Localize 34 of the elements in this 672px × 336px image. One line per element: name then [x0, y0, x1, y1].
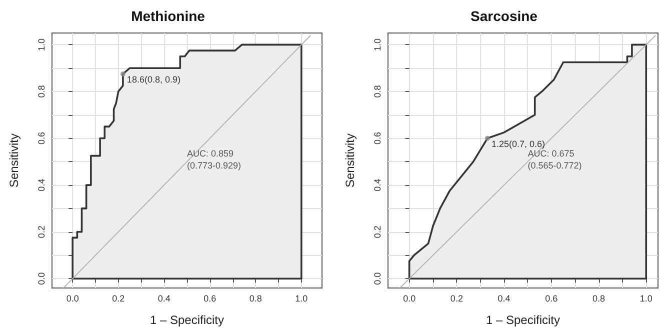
x-tick-label: 0.2: [450, 294, 463, 304]
chart-title: Sarcosine: [470, 8, 538, 24]
x-tick-label: 0.6: [204, 294, 216, 304]
y-tick-label: 0.8: [36, 85, 46, 98]
y-axis-title: Sensitivity: [343, 133, 357, 188]
chart-title: Methionine: [131, 8, 206, 24]
y-tick-label: 0.4: [36, 178, 46, 192]
y-tick-label: 0.8: [372, 85, 382, 98]
x-tick-label: 0.6: [545, 294, 558, 304]
annotation: AUC: 0.675 (0.565-0.772): [528, 148, 582, 171]
y-tick-label: 0.6: [36, 132, 46, 145]
x-tick-label: 1.0: [640, 294, 652, 304]
y-tick-label: 0.0: [36, 272, 46, 285]
x-axis-title: 1 – Specificity: [486, 313, 560, 327]
annotation: 18.6(0.8, 0.9): [126, 74, 180, 84]
x-tick-label: 0.4: [498, 294, 510, 304]
x-tick-label: 0.2: [112, 294, 125, 304]
x-tick-label: 0.0: [403, 294, 416, 304]
x-tick-label: 0.0: [66, 294, 79, 304]
y-tick-label: 0.4: [372, 178, 382, 192]
y-axis-title: Sensitivity: [7, 133, 21, 188]
annotation: AUC: 0.859 (0.773-0.929): [187, 148, 242, 171]
y-tick-label: 0.2: [36, 226, 46, 238]
x-tick-label: 1.0: [295, 294, 308, 304]
y-tick-label: 1.0: [36, 38, 46, 51]
x-tick-label: 0.8: [249, 294, 262, 304]
x-axis-title: 1 – Specificity: [150, 313, 224, 327]
y-tick-label: 0.0: [372, 272, 382, 285]
annotation: 1.25(0.7, 0.6): [491, 138, 546, 149]
y-tick-label: 0.6: [372, 132, 382, 145]
y-tick-label: 1.0: [372, 38, 382, 51]
x-tick-label: 0.8: [592, 294, 606, 304]
x-tick-label: 0.4: [158, 294, 170, 304]
y-tick-label: 0.2: [372, 226, 382, 238]
